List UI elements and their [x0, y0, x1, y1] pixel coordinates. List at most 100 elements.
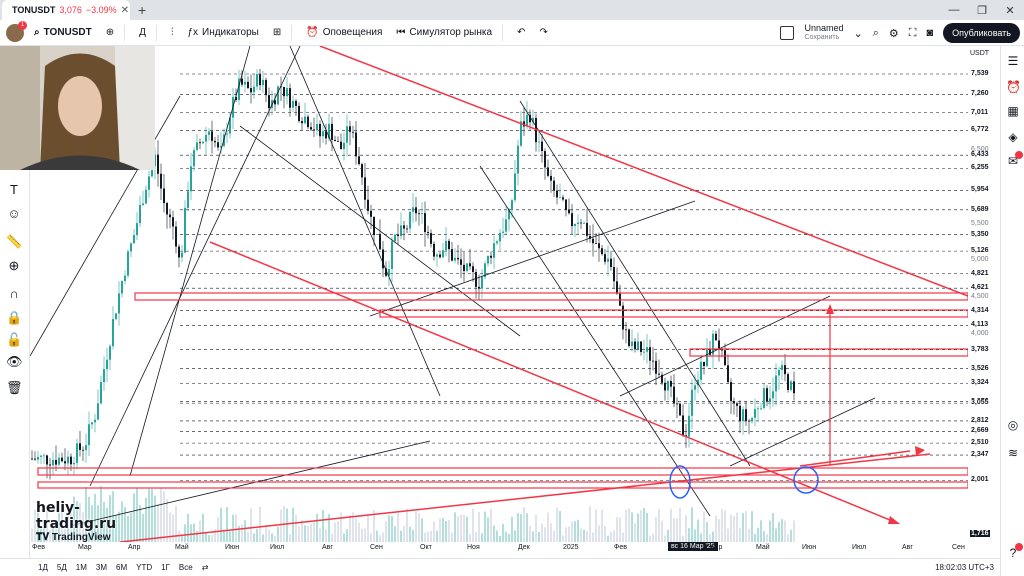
support-zone[interactable] [37, 467, 968, 476]
trend-line[interactable] [369, 200, 696, 317]
trend-line[interactable] [69, 440, 431, 527]
trend-line[interactable] [619, 295, 831, 397]
redo-button[interactable]: ↷ [539, 27, 547, 38]
date-range-icon[interactable]: ⇄ [201, 563, 209, 572]
trend-line[interactable] [129, 46, 251, 477]
candle-body [103, 369, 105, 383]
utc-clock[interactable]: 18:02:03 UTC+3 [935, 563, 994, 572]
watchlist-icon[interactable]: ☰ [1007, 54, 1019, 68]
browser-tab[interactable]: TONUSDT 3,076 −3.09% ✕ [2, 0, 130, 20]
trend-line[interactable] [30, 95, 181, 357]
volume-bar [382, 532, 384, 542]
timeframe-ytd[interactable]: YTD [136, 563, 153, 572]
signal-icon[interactable]: ≋ [1007, 446, 1019, 460]
red-trend-line[interactable] [119, 453, 931, 542]
magnet-icon[interactable]: ∩ [9, 286, 19, 301]
candle-body [511, 200, 513, 210]
eye-icon[interactable]: 👁 [6, 354, 23, 369]
time-label: Сен [370, 544, 383, 551]
volume-bar [418, 513, 420, 542]
resistance-zone[interactable] [689, 348, 968, 357]
candle-body [769, 398, 771, 402]
trend-line[interactable] [519, 100, 751, 467]
candle-body [313, 129, 315, 131]
candle-body [472, 266, 474, 272]
close-tab-icon[interactable]: ✕ [120, 4, 130, 16]
lock-icon[interactable]: 🔒 [6, 310, 23, 325]
help-icon[interactable]: ? [1006, 543, 1023, 560]
chart-type-button[interactable]: ⫶ [171, 27, 174, 38]
target-icon[interactable]: ◎ [1007, 418, 1019, 432]
symbol-search-button[interactable]: ⌕ TONUSDT [34, 27, 92, 38]
alerts-button[interactable]: ⏰ Оповещения [306, 27, 382, 38]
time-axis[interactable]: вс 16 Мар '25 Фев Мар Апр Май Июн Июл Авг Сен Ок… [30, 542, 968, 556]
ruler-icon[interactable]: 📏 [6, 234, 23, 249]
timeframe-1d[interactable]: 1Д [38, 563, 48, 572]
highlight-ellipse[interactable] [793, 466, 819, 494]
price-axis[interactable]: USDT 7,539 7,260 7,011 6,772 6,500 6,433 6,255… [968, 46, 1000, 542]
price-chart[interactable] [30, 46, 968, 542]
red-trend-line[interactable] [209, 241, 891, 521]
compare-symbol-button[interactable]: ⊕ [106, 27, 114, 38]
publish-button[interactable]: Опубликовать [943, 23, 1020, 43]
close-window-button[interactable]: ✕ [1005, 4, 1015, 17]
minimize-button[interactable]: — [948, 4, 960, 16]
lock-drawings-icon[interactable]: 🔓 [6, 332, 23, 347]
fullscreen-icon[interactable]: ⛶ [908, 26, 917, 39]
resistance-zone[interactable] [379, 309, 968, 318]
trend-line[interactable] [239, 125, 521, 337]
volume-bar [145, 497, 147, 542]
chat-icon[interactable]: ✉ [1006, 151, 1023, 168]
maximize-button[interactable]: ❐ [977, 4, 987, 17]
chevron-down-icon[interactable]: ⌄ [853, 27, 863, 40]
timeframe-1m[interactable]: 1М [75, 563, 87, 572]
trend-line[interactable] [89, 46, 301, 487]
replay-button[interactable]: ⏮ Симулятор рынка [396, 27, 492, 38]
resistance-zone[interactable] [134, 292, 968, 301]
trend-line[interactable] [729, 397, 876, 467]
layers-icon[interactable]: ◈ [1008, 130, 1018, 144]
volume-bar [385, 521, 387, 542]
settings-gear-icon[interactable]: ⚙ [888, 27, 899, 40]
timeframe-6m[interactable]: 6М [116, 563, 128, 572]
currency-unit[interactable]: USDT [970, 50, 990, 57]
red-trend-line[interactable] [799, 450, 911, 467]
volume-bar [559, 511, 561, 542]
quick-search-icon[interactable]: ⌕ [872, 26, 879, 39]
templates-button[interactable]: ⊞ [273, 27, 281, 38]
zoom-icon[interactable]: ⊕ [8, 258, 20, 273]
undo-button[interactable]: ↶ [517, 27, 525, 38]
volume-bar [391, 516, 393, 542]
alarm-clock-icon[interactable]: ⏰ [1006, 80, 1021, 94]
volume-bar [673, 518, 675, 542]
text-tool-icon[interactable]: T [10, 182, 18, 197]
time-label: Апр [710, 544, 723, 551]
timeframe-5d[interactable]: 5Д [56, 563, 67, 572]
layout-name-button[interactable]: Unnamed Сохранить [804, 24, 843, 42]
trend-line[interactable] [289, 46, 441, 397]
volume-bar [331, 533, 333, 542]
volume-bar [589, 506, 591, 542]
avatar[interactable]: 1 [6, 20, 27, 42]
header-right-group: Unnamed Сохранить ⌄ ⌕ ⚙ ⛶ ◙ Опубликовать [780, 20, 1020, 46]
new-tab-button[interactable]: + [138, 2, 147, 18]
candle-body [790, 381, 792, 390]
smiley-icon[interactable]: ☺ [7, 206, 21, 221]
camera-icon[interactable]: ◙ [926, 27, 934, 39]
candle-body [340, 141, 342, 150]
timeframe-1y[interactable]: 1Г [161, 563, 170, 572]
data-window-icon[interactable]: ▦ [1007, 104, 1019, 118]
trend-line[interactable] [479, 165, 711, 517]
trash-icon[interactable]: 🗑 [6, 380, 23, 395]
candle-body [214, 140, 216, 143]
interval-button[interactable]: Д [139, 27, 146, 38]
chart-canvas[interactable] [30, 46, 968, 542]
highlight-ellipse[interactable] [669, 465, 691, 499]
support-zone[interactable] [37, 481, 968, 489]
red-trend-line[interactable] [319, 46, 968, 297]
timeframe-all[interactable]: Все [178, 563, 193, 572]
indicators-button[interactable]: ƒx Индикаторы [187, 27, 258, 38]
notification-badge: 1 [18, 20, 27, 30]
timeframe-3m[interactable]: 3М [95, 563, 107, 572]
